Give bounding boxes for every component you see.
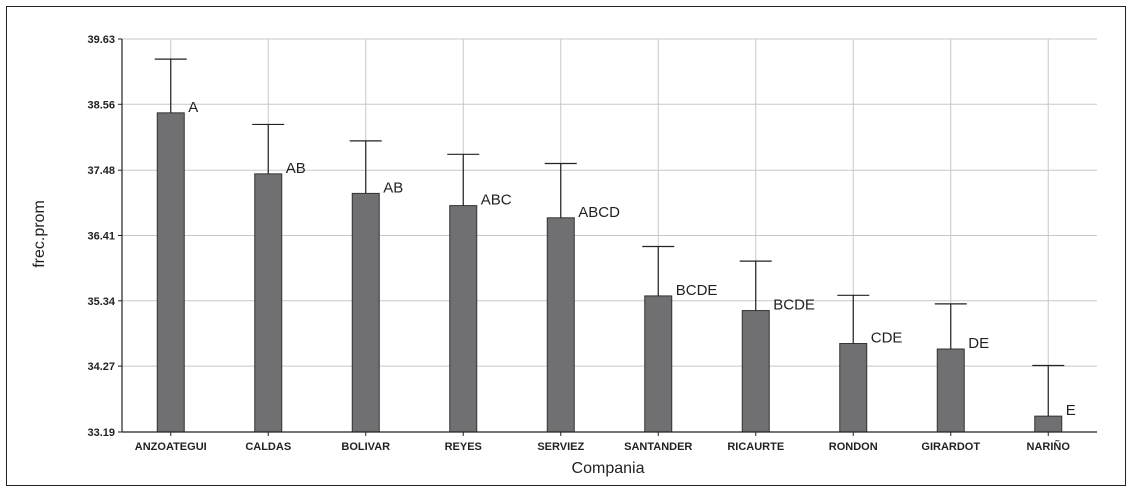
group-label: AB xyxy=(286,160,306,177)
x-axis-title: Compania xyxy=(572,460,645,477)
x-tick-labels: ANZOATEGUI CALDAS BOLIVAR REYES SERVIEZ SANTA… xyxy=(135,440,1071,453)
group-label: AB xyxy=(383,179,403,196)
x-tick-label: BOLIVAR xyxy=(341,441,390,453)
bar xyxy=(644,295,673,433)
group-label: ABCD xyxy=(578,204,620,221)
x-tick-label: NARIÑO xyxy=(1027,440,1071,453)
x-tick-label: RONDON xyxy=(829,441,878,453)
y-tick-label: 37.48 xyxy=(87,165,115,177)
bars xyxy=(156,112,1063,433)
x-tick-label: RICAURTE xyxy=(727,441,784,453)
group-label: BCDE xyxy=(676,282,718,299)
x-tick-label: GIRARDOT xyxy=(921,441,980,453)
group-label: DE xyxy=(968,335,989,352)
bar xyxy=(1034,415,1063,433)
bar xyxy=(254,173,283,433)
x-tick-label: REYES xyxy=(445,441,482,453)
bar xyxy=(741,310,770,433)
bar xyxy=(936,348,965,433)
y-tick-label: 35.34 xyxy=(87,296,115,308)
group-label: BCDE xyxy=(773,297,815,314)
group-label: A xyxy=(188,99,198,116)
error-bars xyxy=(154,58,1065,417)
bar xyxy=(839,343,868,433)
axes xyxy=(118,38,1097,436)
group-label: CDE xyxy=(871,330,903,347)
y-tick-label: 39.63 xyxy=(87,34,115,46)
y-tick-label: 33.19 xyxy=(87,427,115,439)
bar xyxy=(351,192,380,433)
y-tick-label: 38.56 xyxy=(87,99,115,111)
y-tick-label: 36.41 xyxy=(87,231,115,243)
x-tick-label: CALDAS xyxy=(245,441,291,453)
y-tick-labels: 33.19 34.27 35.34 36.41 37.48 38.56 39.63 xyxy=(87,34,115,439)
bar xyxy=(156,112,185,433)
bar xyxy=(449,205,478,433)
x-tick-label: ANZOATEGUI xyxy=(135,441,207,453)
group-label: E xyxy=(1066,402,1076,419)
bar xyxy=(546,217,575,433)
x-tick-label: SANTANDER xyxy=(624,441,692,453)
group-label: ABC xyxy=(481,192,512,209)
y-axis-title: frec.prom xyxy=(31,200,48,268)
group-labels: A AB AB ABC ABCD BCDE BCDE CDE DE E xyxy=(188,99,1076,419)
x-tick-label: SERVIEZ xyxy=(537,441,584,453)
y-tick-label: 34.27 xyxy=(87,361,115,373)
